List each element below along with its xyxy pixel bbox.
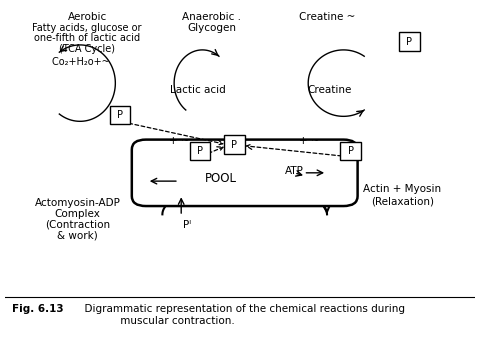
Text: P: P [117,110,123,120]
FancyBboxPatch shape [110,105,131,124]
Text: Pᴵ: Pᴵ [182,220,191,230]
Text: P: P [231,140,237,149]
Text: P: P [348,146,354,156]
Text: Actomyosin-ADP: Actomyosin-ADP [35,198,120,208]
FancyBboxPatch shape [224,136,245,154]
FancyBboxPatch shape [190,142,210,160]
Text: Lactic acid: Lactic acid [170,85,226,95]
Text: (TCA Cycle): (TCA Cycle) [59,44,115,54]
FancyBboxPatch shape [340,142,361,160]
Text: ATP: ATP [285,166,303,176]
Text: P: P [197,146,203,156]
Text: POOL: POOL [205,172,237,185]
Text: Creatine: Creatine [307,85,351,95]
Text: Digrammatic representation of the chemical reactions during
             muscula: Digrammatic representation of the chemic… [78,304,405,326]
Text: Fig. 6.13: Fig. 6.13 [12,304,63,314]
FancyBboxPatch shape [399,33,420,51]
Text: Complex: Complex [55,209,101,219]
Text: Anaerobic .: Anaerobic . [182,12,241,22]
Text: Glycogen: Glycogen [187,23,236,33]
Text: Co₂+H₂o+~: Co₂+H₂o+~ [52,57,113,66]
Text: + ~: + ~ [300,136,320,146]
Text: (Contraction: (Contraction [45,220,110,230]
Text: Aerobic: Aerobic [68,12,107,22]
Text: (Relaxation): (Relaxation) [371,196,434,206]
Text: & work): & work) [57,231,98,241]
Text: P: P [407,37,412,46]
Text: Actin + Myosin: Actin + Myosin [363,184,441,195]
Text: Fatty acids, glucose or: Fatty acids, glucose or [32,23,142,33]
Text: Creatine ~: Creatine ~ [299,12,359,22]
Text: one-fifth of lactic acid: one-fifth of lactic acid [34,33,140,43]
Text: + ~: + ~ [168,136,189,146]
FancyBboxPatch shape [132,140,358,206]
